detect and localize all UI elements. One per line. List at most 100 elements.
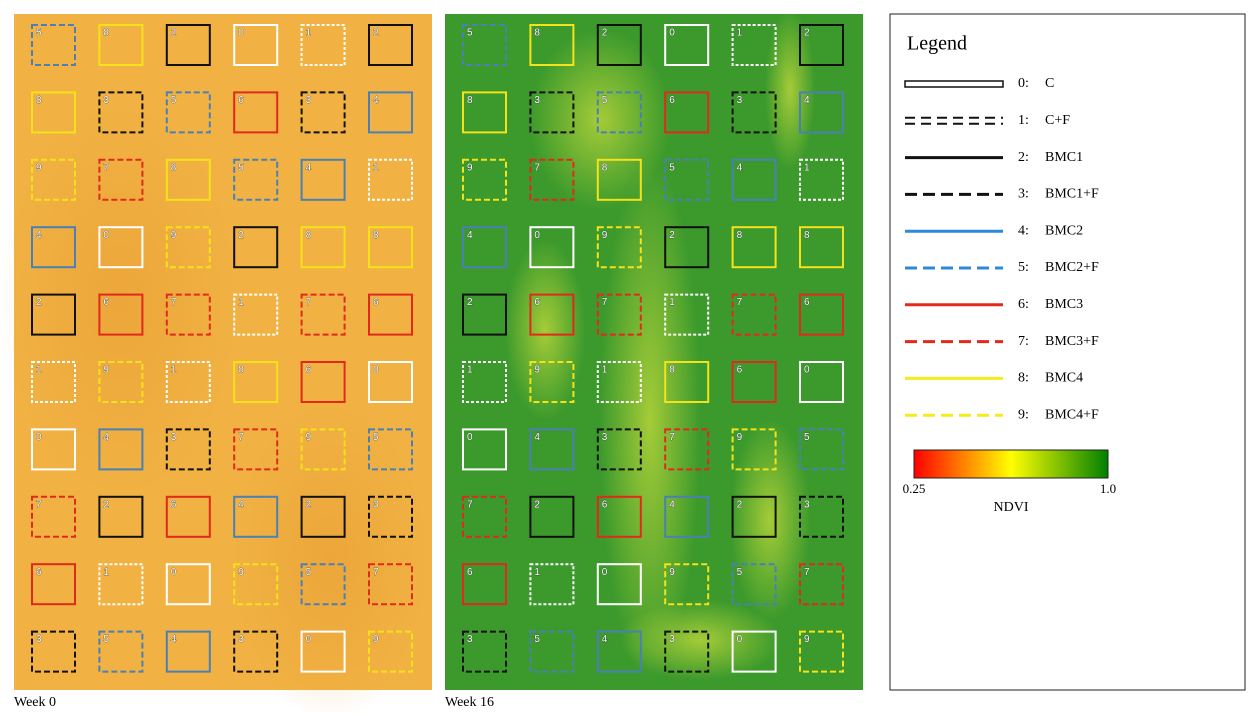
plot-label: 9	[804, 634, 810, 645]
plot-label: 7	[602, 297, 608, 308]
plot-label: 8	[36, 95, 42, 106]
plot-label: 5	[373, 432, 379, 443]
plot-label: 3	[306, 95, 312, 106]
plot-label: 6	[804, 297, 810, 308]
plot-label: 2	[737, 499, 743, 510]
plot-label: 4	[306, 162, 312, 173]
plot-label: 8	[737, 230, 743, 241]
plot-label: 9	[534, 365, 540, 376]
figure: Legend 0.25 1.0 NDVI 5820128356349785414…	[0, 0, 1250, 712]
legend-name: BMC3	[1045, 297, 1083, 312]
plot-label: 8	[467, 95, 473, 106]
plot-label: 8	[804, 230, 810, 241]
plot-label: 2	[602, 28, 608, 39]
plot-label: 3	[171, 432, 177, 443]
plot-label: 4	[103, 432, 109, 443]
legend-name: BMC4	[1045, 371, 1083, 386]
plot-label: 5	[36, 28, 42, 39]
plot-label: 3	[534, 95, 540, 106]
plot-label: 0	[737, 634, 743, 645]
plot-label: 4	[534, 432, 540, 443]
legend-code: 3:	[1018, 187, 1029, 202]
plot-label: 6	[467, 567, 473, 578]
legend-name: BMC2+F	[1045, 260, 1099, 275]
colorbar-min: 0.25	[903, 481, 926, 496]
plot-label: 7	[737, 297, 743, 308]
plot-label: 9	[171, 230, 177, 241]
plot-label: 8	[238, 365, 244, 376]
plot-label: 2	[534, 499, 540, 510]
legend-code: 0:	[1018, 76, 1029, 91]
legend-name: BMC2	[1045, 223, 1083, 238]
plot-label: 1	[103, 567, 109, 578]
legend-code: 9:	[1018, 407, 1029, 422]
plot-label: 5	[737, 567, 743, 578]
plot-label: 8	[534, 28, 540, 39]
plot-label: 9	[737, 432, 743, 443]
panel-caption: Week 0	[14, 695, 56, 710]
plot-label: 5	[306, 567, 312, 578]
legend-name: BMC3+F	[1045, 334, 1099, 349]
plot-label: 8	[602, 162, 608, 173]
plot-label: 2	[36, 297, 42, 308]
plot-label: 0	[602, 567, 608, 578]
colorbar-label: NDVI	[994, 500, 1029, 515]
colorbar	[914, 450, 1108, 478]
plot-label: 3	[467, 634, 473, 645]
plot-label: 6	[737, 365, 743, 376]
plot-label: 7	[467, 499, 473, 510]
plot-label: 6	[103, 297, 109, 308]
legend-name: C	[1045, 76, 1054, 91]
legend-code: 8:	[1018, 371, 1029, 386]
plot-label: 9	[602, 230, 608, 241]
plot-label: 7	[306, 297, 312, 308]
plot-label: 6	[669, 95, 675, 106]
plot-label: 6	[36, 567, 42, 578]
plot-label: 0	[804, 365, 810, 376]
plot-label: 7	[103, 162, 109, 173]
plot-label: 9	[467, 162, 473, 173]
plot-label: 4	[238, 499, 244, 510]
plot-label: 6	[238, 95, 244, 106]
plot-label: 2	[467, 297, 473, 308]
colorbar-max: 1.0	[1100, 481, 1116, 496]
plot-label: 0	[373, 365, 379, 376]
plot-label: 5	[669, 162, 675, 173]
plot-label: 1	[373, 162, 379, 173]
plot-label: 4	[373, 95, 379, 106]
legend-code: 6:	[1018, 297, 1029, 312]
plot-label: 4	[669, 499, 675, 510]
plot-label: 1	[534, 567, 540, 578]
plot-label: 1	[306, 28, 312, 39]
plot-label: 4	[171, 634, 177, 645]
plot-label: 5	[171, 95, 177, 106]
plot-label: 4	[602, 634, 608, 645]
plot-label: 1	[669, 297, 675, 308]
plot-label: 5	[534, 634, 540, 645]
legend-name: BMC1+F	[1045, 187, 1099, 202]
plot-label: 2	[306, 499, 312, 510]
plot-label: 2	[171, 28, 177, 39]
plot-label: 7	[238, 432, 244, 443]
plot-label: 1	[238, 297, 244, 308]
plot-label: 3	[238, 634, 244, 645]
plot-label: 5	[238, 162, 244, 173]
plot-label: 7	[36, 499, 42, 510]
legend-code: 7:	[1018, 334, 1029, 349]
plot-label: 5	[103, 634, 109, 645]
plot-label: 7	[171, 297, 177, 308]
plot-label: 1	[737, 28, 743, 39]
plot-label: 4	[36, 230, 42, 241]
plot-label: 6	[373, 297, 379, 308]
plot-label: 3	[36, 634, 42, 645]
plot-label: 3	[103, 95, 109, 106]
plot-label: 8	[669, 365, 675, 376]
plot-label: 0	[171, 567, 177, 578]
plot-label: 0	[534, 230, 540, 241]
legend-name: BMC4+F	[1045, 407, 1099, 422]
plot-label: 8	[373, 230, 379, 241]
plot-label: 8	[306, 230, 312, 241]
plot-label: 0	[306, 634, 312, 645]
plot-label: 2	[373, 28, 379, 39]
legend-code: 2:	[1018, 150, 1029, 165]
